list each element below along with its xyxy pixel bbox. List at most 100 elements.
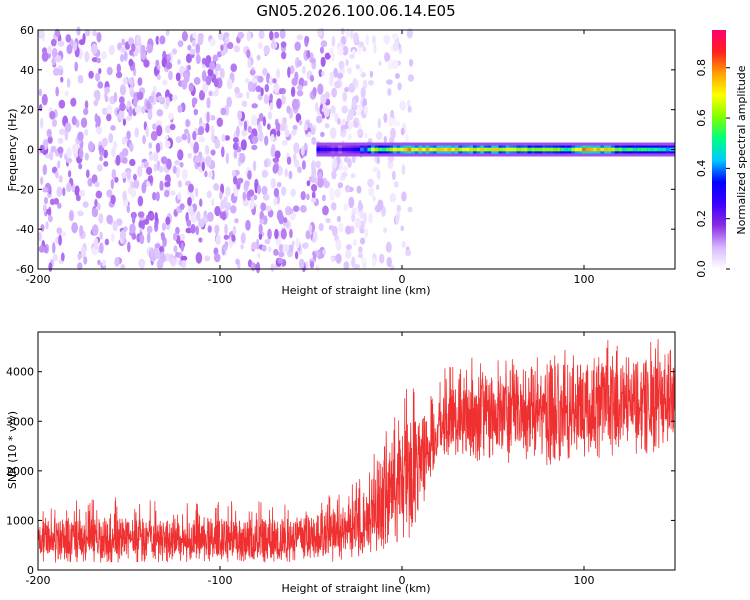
noise-cell [119,102,126,112]
signal-core-cell [582,147,587,152]
noise-cell [122,157,128,164]
signal-core-cell [331,147,336,152]
noise-cell [234,86,240,94]
noise-cell [376,169,381,180]
noise-cell [364,228,369,239]
signal-core-cell [480,147,485,152]
noise-cell [329,194,335,201]
noise-cell [342,165,348,172]
noise-cell [186,219,192,227]
snr-y-label: SNR (10 * v/v) [6,411,19,489]
noise-cell [187,196,192,207]
noise-cell [245,219,251,231]
noise-cell [319,104,324,115]
noise-cell [195,54,201,65]
noise-cell [345,244,352,251]
noise-cell [270,263,275,273]
noise-cell [181,31,188,42]
noise-cell [250,114,258,127]
noise-cell [123,50,128,62]
noise-cell [120,53,125,63]
noise-cell [315,264,320,272]
noise-cell [226,41,234,50]
noise-cell [164,190,170,198]
noise-cell [37,29,45,39]
noise-cell [141,182,147,194]
snr-y-tick-label: 0 [27,564,34,577]
signal-core-cell [465,147,470,152]
noise-cell [306,180,311,187]
noise-cell [340,27,345,35]
noise-cell [139,260,145,270]
colorbar-gradient [712,30,726,269]
signal-core-cell [487,147,492,152]
noise-cell [210,149,216,156]
noise-cell [92,30,98,37]
noise-cell [219,67,225,79]
noise-cell [331,87,338,98]
signal-core-cell [636,147,641,152]
noise-cell [137,211,145,218]
noise-cell [196,210,201,222]
noise-cell [66,77,71,88]
noise-cell [60,252,65,262]
noise-cell [40,224,45,232]
noise-cell [77,262,83,271]
noise-cell [121,38,125,46]
noise-cell [280,228,287,240]
noise-cell [235,258,240,265]
noise-cell [54,28,61,37]
noise-cell [246,49,251,59]
noise-cell [204,255,211,262]
noise-cell [257,42,263,49]
noise-cell [232,225,237,235]
signal-core-cell [371,147,376,152]
noise-cell [37,231,42,242]
noise-cell [250,262,256,272]
snr-y-tick-label: 4000 [6,366,34,379]
noise-cell [85,169,90,179]
noise-cell [189,48,196,55]
noise-cell [267,246,272,253]
noise-cell [273,197,278,206]
noise-cell [79,225,84,237]
noise-cell [377,199,384,211]
signal-core-cell [389,147,394,152]
snr-frame [37,331,676,571]
noise-cell [88,141,94,153]
noise-cell [294,159,300,168]
noise-cell [349,29,354,40]
noise-cell [262,193,270,201]
noise-cell [185,119,190,128]
noise-cell [51,57,56,66]
signal-core-cell [556,147,561,152]
noise-cell [42,164,48,176]
signal-core-cell [513,147,518,152]
noise-cell [198,89,206,101]
noise-cell [224,36,230,45]
noise-cell [110,233,115,242]
noise-cell [65,34,72,43]
noise-cell [172,94,178,101]
noise-cell [155,35,160,45]
noise-cell [148,154,154,162]
colorbar: 0.0 0.2 0.4 0.6 0.8 Normalized spectral ampl… [695,30,748,278]
noise-cell [99,242,104,254]
signal-core-cell [367,147,372,152]
noise-cell [108,44,115,56]
signal-core-cell [425,147,430,152]
noise-cell [350,172,356,179]
noise-cell [351,212,356,223]
noise-cell [99,231,103,240]
noise-cell [258,30,265,40]
noise-cell [266,123,271,130]
noise-cell [169,123,176,131]
noise-cell [372,257,376,268]
noise-cell [168,70,173,81]
signal-core-cell [381,147,387,152]
noise-cell [213,78,219,88]
noise-cell [39,117,44,129]
noise-cell [341,118,346,126]
figure-title: GN05.2026.100.06.14.E05 [256,2,455,20]
noise-cell [259,218,265,225]
